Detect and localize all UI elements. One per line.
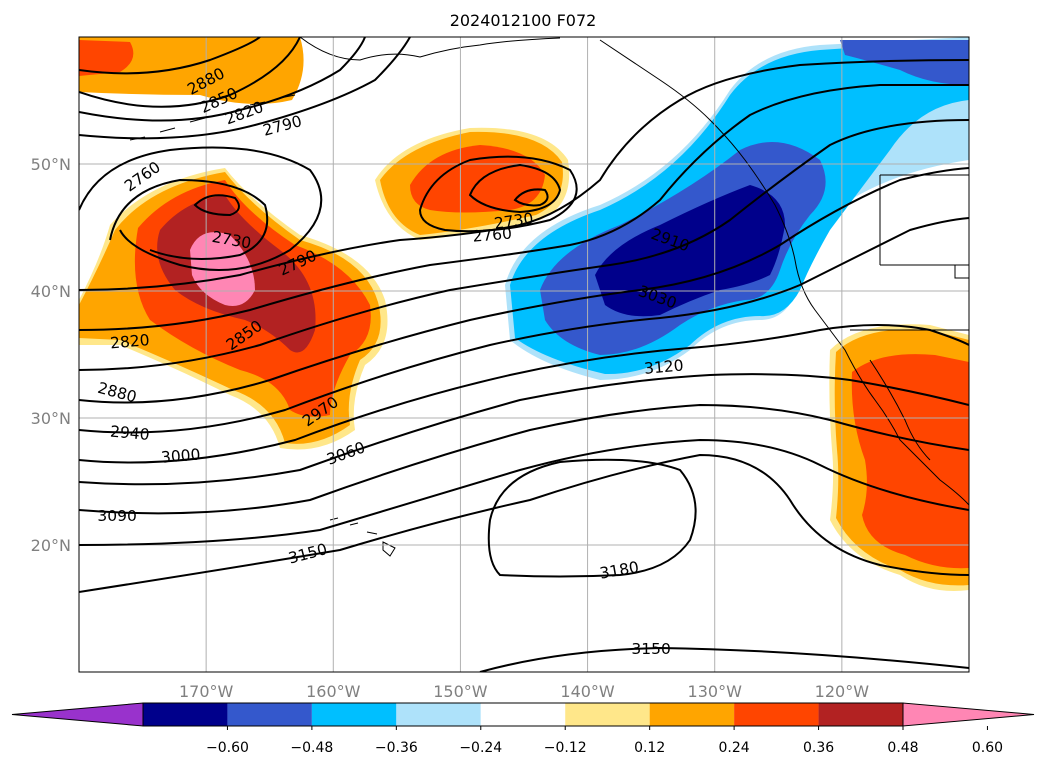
colorbar-segment	[565, 703, 650, 726]
colorbar-tick-label: 0.36	[803, 740, 834, 756]
north-america-west-coast	[599, 39, 969, 506]
contour-line	[487, 458, 697, 578]
colorbar-tick-label: 0.12	[634, 740, 665, 756]
contour-label: 3120	[643, 357, 684, 378]
contour-line	[79, 373, 969, 486]
contour-line	[79, 324, 969, 464]
warm-anomaly-core-northcentral	[410, 145, 545, 213]
colorbar-segment	[227, 703, 312, 726]
colorbar-tick-label: 0.24	[719, 740, 750, 756]
latitude-tick-label: 20°N	[31, 536, 71, 555]
colorbar-segment	[143, 703, 228, 726]
latitude-tick-label: 30°N	[31, 409, 71, 428]
contour-line	[468, 163, 562, 214]
contour-line	[109, 178, 269, 260]
colorbar-tick-label: −0.60	[206, 740, 249, 756]
cold-anomaly-region-northeast	[840, 40, 969, 85]
contour-line	[79, 37, 261, 75]
contour-label: 2940	[109, 423, 150, 444]
cold-anomaly-region-navy	[595, 185, 785, 317]
contour-line	[79, 167, 969, 404]
longitude-tick-label: 130°W	[688, 682, 743, 701]
colorbar-tick-label: −0.36	[375, 740, 418, 756]
contour-line	[79, 217, 969, 434]
contour-label: 3150	[631, 640, 670, 658]
contour-line	[79, 83, 969, 331]
contour-line	[513, 188, 549, 207]
hawaiian-islands	[329, 517, 396, 557]
contour-line	[79, 119, 969, 371]
map-frame	[78, 36, 970, 673]
colorbar-segment	[311, 703, 397, 726]
contour-line	[79, 37, 411, 140]
height-contours	[79, 37, 969, 672]
colorbar-tick-label: −0.24	[459, 740, 502, 756]
longitude-tick-label: 120°W	[815, 682, 870, 701]
longitude-tick-labels: 170°W 160°W 150°W 140°W 130°W 120°W	[179, 682, 869, 701]
warm-anomaly-core-northwest	[79, 40, 134, 76]
contour-line	[79, 453, 969, 593]
contour-line	[479, 646, 969, 672]
longitude-tick-label: 140°W	[560, 682, 615, 701]
figure-title: 2024012100 F072	[450, 11, 597, 30]
colorbar-segment	[396, 703, 481, 726]
colorbar-tick-label: 0.48	[887, 740, 918, 756]
colorbar-tick-label: −0.12	[544, 740, 587, 756]
contour-line	[79, 146, 323, 271]
colorbar: −0.60 −0.48 −0.36 −0.24 −0.12 0.12 0.24 0.36 0.4…	[11, 702, 1035, 756]
contour-line	[79, 438, 969, 546]
contour-label: 2820	[109, 331, 150, 352]
latitude-tick-label: 40°N	[31, 282, 71, 301]
baja-california	[869, 359, 931, 461]
contour-line	[79, 37, 366, 122]
colorbar-extend-low	[11, 702, 144, 727]
contour-label: 3000	[160, 445, 201, 466]
colorbar-segment	[818, 703, 903, 726]
longitude-tick-label: 170°W	[179, 682, 234, 701]
contour-line	[79, 59, 969, 291]
contour-label: 3090	[97, 507, 136, 525]
contour-line	[79, 403, 969, 515]
alaska-coastline	[299, 37, 561, 61]
latitude-tick-label: 50°N	[31, 155, 71, 174]
colorbar-segment	[480, 703, 566, 726]
colorbar-segment	[649, 703, 735, 726]
longitude-tick-label: 150°W	[433, 682, 488, 701]
latitude-tick-labels: 50°N 40°N 30°N 20°N	[31, 155, 71, 555]
contour-line	[193, 194, 240, 217]
contour-line	[79, 37, 301, 108]
colorbar-tick-label: 0.60	[972, 740, 1003, 756]
colorbar-tick-label: −0.48	[290, 740, 333, 756]
colorbar-outline	[142, 702, 904, 727]
colorbar-segment	[734, 703, 819, 726]
contour-label: 2760	[472, 224, 513, 245]
longitude-tick-label: 160°W	[306, 682, 361, 701]
contour-line	[418, 155, 578, 233]
contour-label: 2730	[493, 209, 535, 232]
colorbar-extend-high	[902, 702, 1035, 727]
